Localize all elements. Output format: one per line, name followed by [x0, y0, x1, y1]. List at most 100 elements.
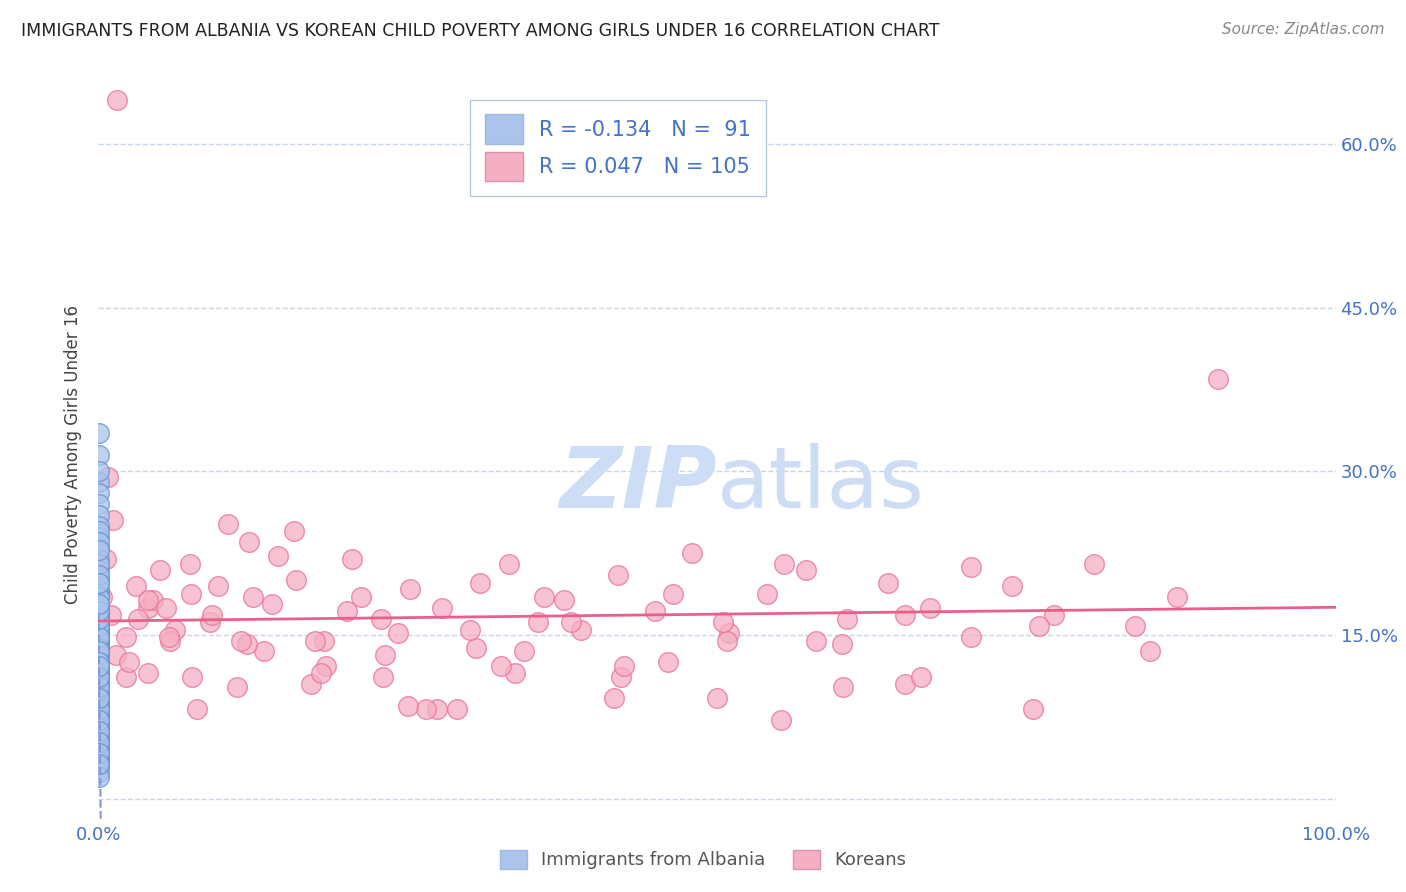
Point [267, 549, 290, 564]
Point [87, 770, 110, 784]
Point [100, 608, 122, 623]
Point [136, 666, 159, 681]
Point [309, 666, 332, 681]
Point [87, 713, 110, 727]
Point [87, 535, 110, 549]
Point [87, 681, 110, 695]
Point [87, 630, 110, 644]
Point [87, 600, 110, 615]
Point [87, 724, 110, 739]
Point [312, 633, 335, 648]
Point [918, 600, 941, 615]
Point [87, 648, 110, 662]
Point [87, 713, 110, 727]
Point [1123, 619, 1146, 633]
Point [87, 729, 110, 743]
Point [533, 590, 555, 604]
Point [831, 637, 853, 651]
Point [1021, 702, 1043, 716]
Point [87, 746, 110, 760]
Point [87, 656, 110, 670]
Point [87, 637, 110, 651]
Point [87, 681, 110, 695]
Point [87, 486, 110, 500]
Point [513, 644, 536, 658]
Point [87, 426, 110, 441]
Point [87, 669, 110, 683]
Point [87, 702, 110, 716]
Point [505, 666, 527, 681]
Point [681, 546, 703, 560]
Point [87, 658, 110, 673]
Point [180, 586, 202, 600]
Point [155, 600, 177, 615]
Point [198, 615, 221, 629]
Point [498, 557, 520, 571]
Point [87, 706, 110, 721]
Point [87, 612, 110, 626]
Point [105, 93, 128, 107]
Point [87, 658, 110, 673]
Point [87, 608, 110, 623]
Point [149, 563, 172, 577]
Point [894, 608, 917, 623]
Point [87, 644, 110, 658]
Point [87, 448, 110, 462]
Point [716, 633, 738, 648]
Point [87, 464, 110, 478]
Point [87, 759, 110, 773]
Point [186, 702, 208, 716]
Point [1028, 619, 1050, 633]
Point [87, 750, 110, 764]
Point [770, 713, 793, 727]
Point [773, 557, 796, 571]
Point [87, 672, 110, 686]
Point [87, 557, 110, 571]
Point [87, 628, 110, 642]
Point [1083, 557, 1105, 571]
Point [236, 637, 259, 651]
Point [569, 623, 592, 637]
Point [489, 658, 512, 673]
Point [432, 600, 454, 615]
Point [285, 574, 308, 588]
Point [399, 582, 422, 597]
Point [458, 623, 481, 637]
Point [910, 669, 932, 683]
Point [340, 551, 363, 566]
Point [755, 586, 778, 600]
Text: IMMIGRANTS FROM ALBANIA VS KOREAN CHILD POVERTY AMONG GIRLS UNDER 16 CORRELATION: IMMIGRANTS FROM ALBANIA VS KOREAN CHILD … [21, 22, 939, 40]
Point [87, 691, 110, 706]
Text: atlas: atlas [717, 442, 925, 525]
Point [87, 724, 110, 739]
Point [165, 623, 187, 637]
Point [87, 739, 110, 754]
Point [87, 475, 110, 490]
Point [87, 756, 110, 771]
Point [97, 469, 120, 483]
Point [706, 691, 728, 706]
Point [87, 702, 110, 716]
Point [94, 551, 117, 566]
Point [804, 633, 827, 648]
Point [87, 590, 110, 604]
Point [959, 560, 981, 574]
Point [87, 619, 110, 633]
Point [1000, 579, 1022, 593]
Point [446, 702, 468, 716]
Point [217, 516, 239, 531]
Point [87, 619, 110, 633]
Point [87, 710, 110, 724]
Point [718, 625, 741, 640]
Point [253, 644, 276, 658]
Point [87, 633, 110, 648]
Point [87, 656, 110, 670]
Point [87, 530, 110, 544]
Point [415, 702, 437, 716]
Point [87, 641, 110, 656]
Point [959, 630, 981, 644]
Point [260, 598, 283, 612]
Point [157, 630, 180, 644]
Point [87, 644, 110, 658]
Point [87, 590, 110, 604]
